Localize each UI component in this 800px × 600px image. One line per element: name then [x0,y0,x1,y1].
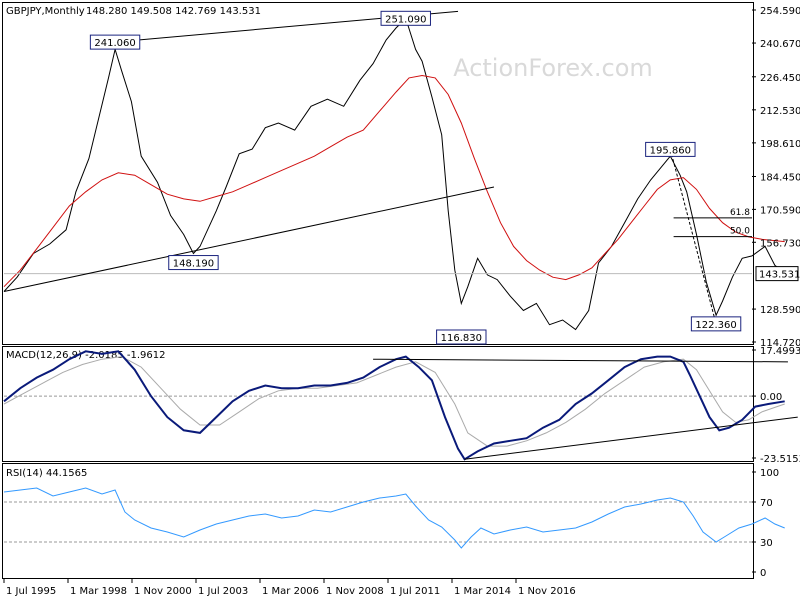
price-y-tick-label: 198.610 [760,139,800,150]
x-tick-label: 1 Jul 2003 [198,586,248,597]
price-y-tick-label: 156.730 [760,238,800,249]
macd-y-tick-label: -23.5153 [760,454,800,465]
price-annotation-box [690,316,742,332]
rsi-y-tick-label: 30 [760,538,773,549]
price-annotation-label: 241.060 [94,38,135,49]
price-y-tick-label: 254.590 [760,6,800,17]
rsi-y-tick-label: 70 [760,498,773,509]
last-price-badge [755,266,799,282]
price-annotation-label: 122.360 [695,320,736,331]
macd-y-tick-label: 17.4993 [760,346,800,357]
x-tick-label: 1 Nov 2008 [326,586,384,597]
x-tick-label: 1 Nov 2000 [134,586,192,597]
rsi-line [3,487,785,549]
rsi-y-tick-label: 0 [760,568,766,579]
macd-trendline [373,358,788,363]
trendline [669,149,717,324]
rsi-y-tick-label: 100 [760,468,779,479]
price-y-tick-label: 240.670 [760,39,800,50]
price-y-tick-label: 184.450 [760,172,800,183]
price-y-tick-label: 212.530 [760,106,800,117]
price-annotation-box [380,10,431,26]
macd-trendline [464,416,798,460]
axis-layer: 254.590 240.670 226.450 212.530 198.610 184.4… [3,6,800,597]
trendline [3,186,495,292]
symbol-label: GBPJPY,Monthly [6,6,85,17]
price-y-tick-label: 114.720 [760,338,800,349]
price-y-tick-label: 170.590 [760,205,800,216]
rsi-pane-frame [2,463,754,579]
moving-average-line [3,74,785,288]
fib-level-label: 61.8 [730,208,750,218]
price-layer: 61.8 50.0 241.060 251.090 148.190 116.830 195.… [3,10,785,345]
macd-pane-label: MACD(12,26,9) -2.0185 -1.9612 [6,350,166,361]
price-pane-frame [2,2,754,345]
macd-layer [3,350,798,461]
price-annotation-label: 195.860 [650,145,691,156]
price-annotation-box [168,255,219,271]
rsi-pane-label: RSI(14) 44.1565 [6,468,87,479]
x-tick-label: 1 Mar 2014 [454,586,511,597]
price-y-tick-label: 128.590 [760,305,800,316]
price-annotation-label: 251.090 [385,14,426,25]
price-line [3,17,785,331]
fib-level-label: 50.0 [730,227,750,237]
price-annotation-label: 116.830 [441,333,482,344]
price-annotation-label: 148.190 [173,259,214,270]
price-annotation-box [89,34,141,50]
x-tick-label: 1 Mar 2006 [262,586,319,597]
last-price-badge-label: 143.531 [759,270,800,281]
rsi-layer [3,487,785,549]
price-annotation-box [436,329,487,345]
macd-y-tick-label: 0.00 [760,392,782,403]
x-tick-label: 1 Jul 1995 [6,586,56,597]
macd-signal-line [3,356,785,447]
macd-line [3,350,785,461]
ohlc-label: 148.280 149.508 142.769 143.531 [86,6,261,17]
price-y-tick-label: 226.450 [760,73,800,84]
watermark-text: ActionForex.com [453,54,653,82]
price-annotation-box [645,141,696,157]
x-tick-label: 1 Mar 1998 [70,586,127,597]
x-tick-label: 1 Jul 2011 [390,586,440,597]
x-tick-label: 1 Nov 2016 [518,586,576,597]
macd-pane-frame [2,346,754,462]
